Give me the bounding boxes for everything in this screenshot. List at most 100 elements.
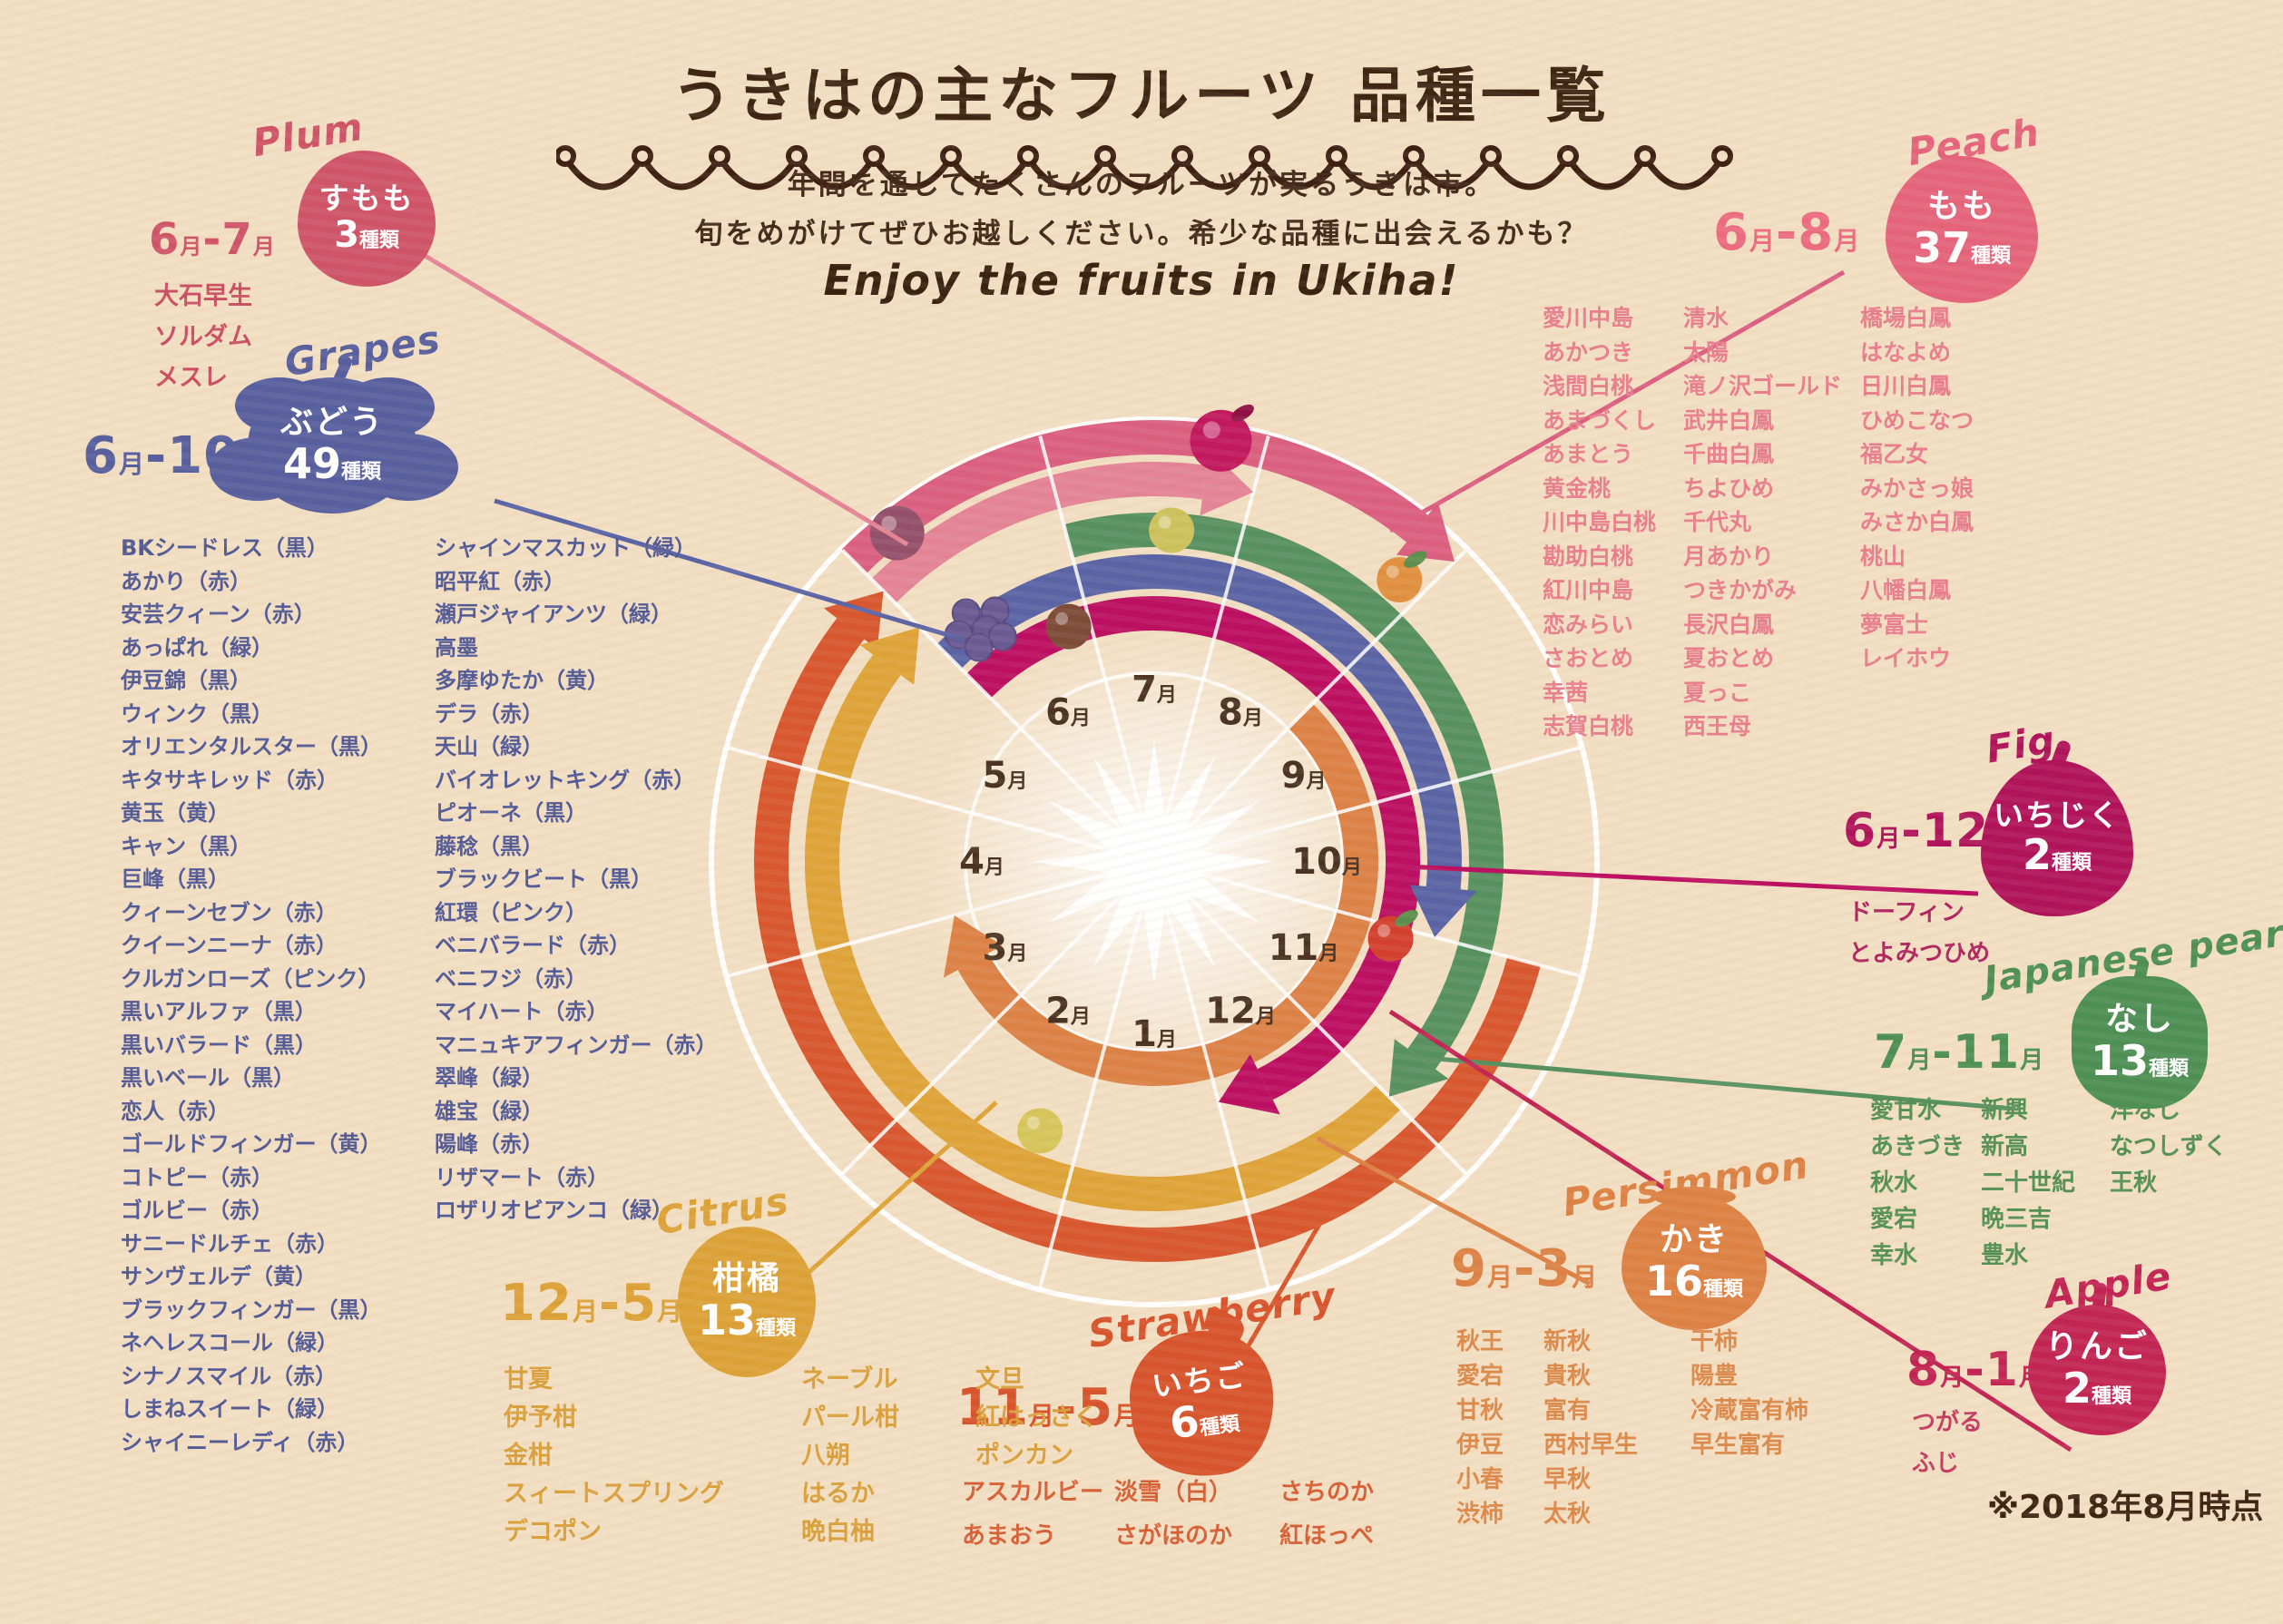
variety-item: メスレ [154, 364, 228, 392]
variety-item: ふじ [1912, 1450, 1960, 1477]
variety-item: ブラックフィンガー（黒） [121, 1296, 382, 1323]
persimmon-badge: かき 16種類 [1622, 1187, 1767, 1330]
variety-item: 滝ノ沢ゴールド [1683, 373, 1843, 399]
fig-photo [1045, 603, 1092, 650]
variety-item: 巨峰（黒） [121, 866, 230, 892]
month-label: 8月 [1218, 691, 1263, 733]
plum-variety-list: 大石早生 ソルダム メスレ [154, 276, 252, 398]
variety-item: BKシードレス（黒） [121, 535, 328, 561]
variety-item: 早生富有 [1690, 1432, 1786, 1459]
citrus-season-arc [805, 654, 1402, 1211]
variety-item: 安芸クィーン（赤） [121, 602, 316, 627]
variety-item: 西村早生 [1543, 1432, 1639, 1459]
grapes-variety-list: BKシードレス（黒） あかり（赤） 安芸クィーン（赤） あっぱれ（緑） 伊豆錦（黒） ウィ… [121, 532, 718, 1459]
month-label: 5月 [983, 755, 1028, 797]
variety-item: コトピー（赤） [121, 1164, 273, 1190]
month-divider-spokes [728, 435, 1581, 1288]
strawberry-season-period: 11月-5月 [956, 1378, 1141, 1437]
variety-item: クイーンニーナ（赤） [121, 933, 338, 958]
variety-item: 淡雪（白） [1114, 1479, 1233, 1506]
persimmon-variety-list: 秋王 愛宕 甘秋 伊豆 小春 渋柿 新秋 貴秋 富有 西村早生 早秋 太秋 干柿 陽豊 冷蔵富有柿 早生富有 [1456, 1325, 1808, 1531]
peach-arc-arrowhead [1396, 502, 1455, 563]
month-label: 11月 [1269, 927, 1339, 969]
plum-season-arc [871, 462, 1207, 604]
title-underline-squiggle [556, 145, 1733, 191]
variety-item: 紅はっさく [975, 1404, 1098, 1432]
center-starburst [1033, 740, 1276, 983]
pear-arc-arrowhead [1388, 1039, 1449, 1097]
variety-item: あきづき [1870, 1133, 1965, 1160]
variety-item: クィーンセブン（赤） [121, 899, 338, 925]
variety-item: さがほのか [1114, 1522, 1233, 1550]
callout-lines [393, 235, 2072, 1453]
plum-callout-line [393, 235, 909, 547]
month-label: 6月 [1045, 691, 1091, 733]
variety-item: 干柿 [1690, 1328, 1739, 1355]
grapes-season-arc [936, 554, 1462, 890]
variety-item: 桃山 [1860, 543, 1906, 570]
variety-item: 大石早生 [154, 282, 252, 310]
variety-item: 夢富士 [1860, 611, 1929, 638]
variety-item: ドーフィン [1848, 899, 1965, 926]
variety-item: ネーブル [801, 1365, 898, 1394]
variety-item: ベニフジ（赤） [435, 965, 587, 992]
variety-item: アスカルビー [962, 1479, 1104, 1506]
variety-item: 愛宕 [1456, 1363, 1504, 1390]
wheel-outer-circle [709, 416, 1600, 1307]
variety-item: ネヘレスコール（緑） [121, 1330, 338, 1355]
variety-item: 紅ほっぺ [1279, 1522, 1375, 1550]
fruit-section-citrus: Citrus 柑橘 13種類 12月-5月 甘夏 伊予柑 金柑 スィートスプリング デコポン ネー… [495, 1179, 1148, 1550]
apple-variety-count: 2種類 [2062, 1363, 2132, 1413]
variety-item: ひめこなつ [1860, 406, 1974, 434]
variety-item: 黒いバラード（黒） [121, 1032, 317, 1058]
fig-variety-count: 2種類 [2022, 829, 2092, 879]
variety-item: 雄宝（緑） [435, 1098, 544, 1124]
variety-item: 幸水 [1870, 1242, 1918, 1269]
variety-item: 日川白鳳 [1860, 373, 1952, 399]
variety-item: 恋みらい [1543, 611, 1634, 638]
variety-item: サンヴェルデ（黄） [121, 1264, 317, 1289]
grapes-badge: ぶどう 49種類 [248, 377, 416, 514]
variety-item: 甘夏 [504, 1365, 553, 1394]
strawberry-arc-arrowhead [824, 591, 884, 650]
variety-item: 志賀白桃 [1543, 713, 1634, 739]
pear-season-period: 7月-11月 [1874, 1025, 2045, 1080]
strawberry-season-arc [754, 618, 1541, 1262]
variety-item: あかつき [1543, 338, 1634, 366]
variety-item: 金柑 [504, 1442, 553, 1470]
variety-item: しまねスイート（緑） [121, 1396, 338, 1422]
variety-item: 晩白柚 [801, 1518, 875, 1546]
variety-item: 福乙女 [1860, 441, 1929, 467]
variety-item: 伊予柑 [504, 1404, 577, 1432]
fig-badge: いちじく 2種類 [1981, 760, 2133, 916]
variety-item: シナノスマイル（赤） [121, 1363, 338, 1389]
persimmon-season-period: 9月-3月 [1451, 1239, 1599, 1298]
plum-variety-count: 3種類 [334, 214, 399, 257]
variety-item: 黒いベール（黒） [121, 1065, 295, 1091]
peach-season-arc [841, 420, 1428, 574]
fig-variety-list: ドーフィン とよみつひめ [1848, 893, 1990, 974]
variety-item: さちのか [1279, 1479, 1375, 1506]
variety-item: 勘助白桃 [1543, 543, 1634, 570]
variety-item: 長沢白鳳 [1683, 611, 1775, 638]
variety-item: ポンカン [975, 1442, 1073, 1470]
variety-item: ピオーネ（黒） [435, 800, 587, 826]
variety-item: 伊豆 [1456, 1432, 1504, 1459]
variety-item: あまとう [1543, 441, 1634, 467]
variety-item: ちよひめ [1683, 474, 1775, 502]
month-label: 4月 [959, 841, 1004, 883]
strawberry-variety-list: アスカルビー あまおう 淡雪（白） さがほのか さちのか 紅ほっぺ [962, 1471, 1432, 1558]
tagline: Enjoy the fruits in Ukiha! [823, 256, 1460, 305]
variety-item: 夏おとめ [1683, 645, 1775, 671]
variety-item: リザマート（赤） [435, 1164, 609, 1190]
peach-season-period: 6月-8月 [1713, 203, 1861, 262]
variety-item: 川中島白桃 [1543, 509, 1657, 535]
citrus-photo [1017, 1108, 1063, 1154]
variety-item: ゴルビー（赤） [121, 1198, 273, 1223]
subtitle-line-1: 年間を通してたくさんのフルーツが実るうきは市。 [787, 169, 1496, 201]
variety-item: バイオレットキング（赤） [435, 767, 696, 793]
as-of-date-note: ※2018年8月時点 [1987, 1489, 2264, 1526]
variety-item: 八朔 [801, 1442, 850, 1470]
variety-item: 伊豆錦（黒） [121, 668, 251, 693]
